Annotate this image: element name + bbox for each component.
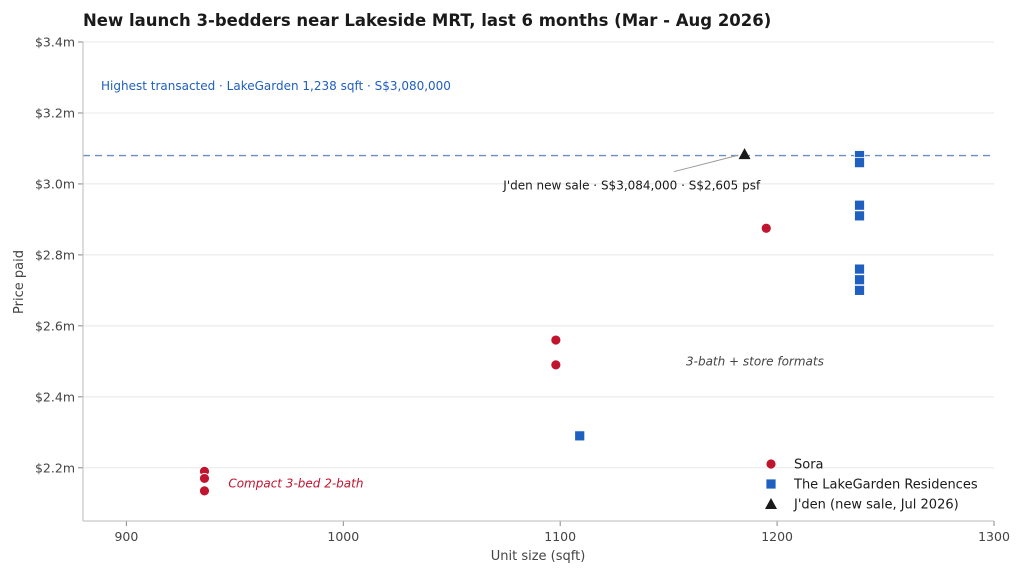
chart-title: New launch 3-bedders near Lakeside MRT, … (83, 11, 771, 30)
reference-line-label: Highest transacted · LakeGarden 1,238 sq… (101, 79, 451, 93)
data-point-square (574, 430, 586, 442)
data-points (199, 148, 865, 497)
annotation-arrow (673, 154, 739, 173)
legend-marker-circle (765, 458, 777, 470)
data-point-circle (199, 485, 210, 497)
data-point-square (854, 263, 865, 275)
x-tick-label: 1300 (978, 529, 1010, 544)
legend: Sora The LakeGarden Residences J'den (new … (765, 458, 978, 513)
data-point-square (854, 210, 865, 222)
x-axis-label: Unit size (sqft) (491, 549, 586, 564)
legend-entry-label: The LakeGarden Residences (793, 478, 978, 493)
annotation-label: J'den new sale · S$3,084,000 · S$2,605 p… (502, 179, 761, 193)
y-axis-label: Price paid (12, 250, 27, 314)
annotations: J'den new sale · S$3,084,000 · S$2,605 p… (228, 154, 824, 491)
data-point-circle (199, 473, 210, 484)
data-point-circle (550, 334, 562, 346)
grid-lines (83, 41, 994, 469)
y-tick-label: $2.2m (35, 460, 75, 475)
y-tick-label: $3.4m (35, 35, 75, 50)
annotation-label: 3-bath + store formats (686, 354, 824, 368)
x-tick-label: 1200 (761, 529, 793, 544)
legend-marker-square (765, 478, 777, 490)
data-point-square (854, 284, 865, 296)
reference-line-group: Highest transacted · LakeGarden 1,238 sq… (83, 79, 994, 157)
legend-marker-triangle (765, 498, 777, 509)
x-tick-label: 1100 (544, 529, 576, 544)
y-tick-label: $2.8m (35, 247, 75, 262)
x-tick-label: 1000 (327, 529, 359, 544)
data-point-square (854, 157, 865, 169)
data-point-square (854, 274, 865, 286)
y-tick-label: $2.6m (35, 318, 75, 333)
data-point-square (854, 199, 865, 211)
data-point-circle (760, 222, 772, 234)
data-point-triangle (738, 148, 751, 160)
annotation-label: Compact 3-bed 2-bath (228, 477, 363, 491)
y-tick-label: $3.2m (35, 105, 75, 120)
axes: $2.2m $2.4m $2.6m $2.8m $3.0m $3.2m $3.4m 900 10… (35, 35, 1010, 545)
data-point-circle (550, 359, 562, 371)
y-tick-label: $3.0m (35, 176, 75, 191)
legend-entry-label: Sora (794, 458, 824, 473)
legend-entry-label: J'den (new sale, Jul 2026) (793, 498, 959, 513)
x-tick-label: 900 (114, 529, 138, 544)
y-tick-label: $2.4m (35, 389, 75, 404)
